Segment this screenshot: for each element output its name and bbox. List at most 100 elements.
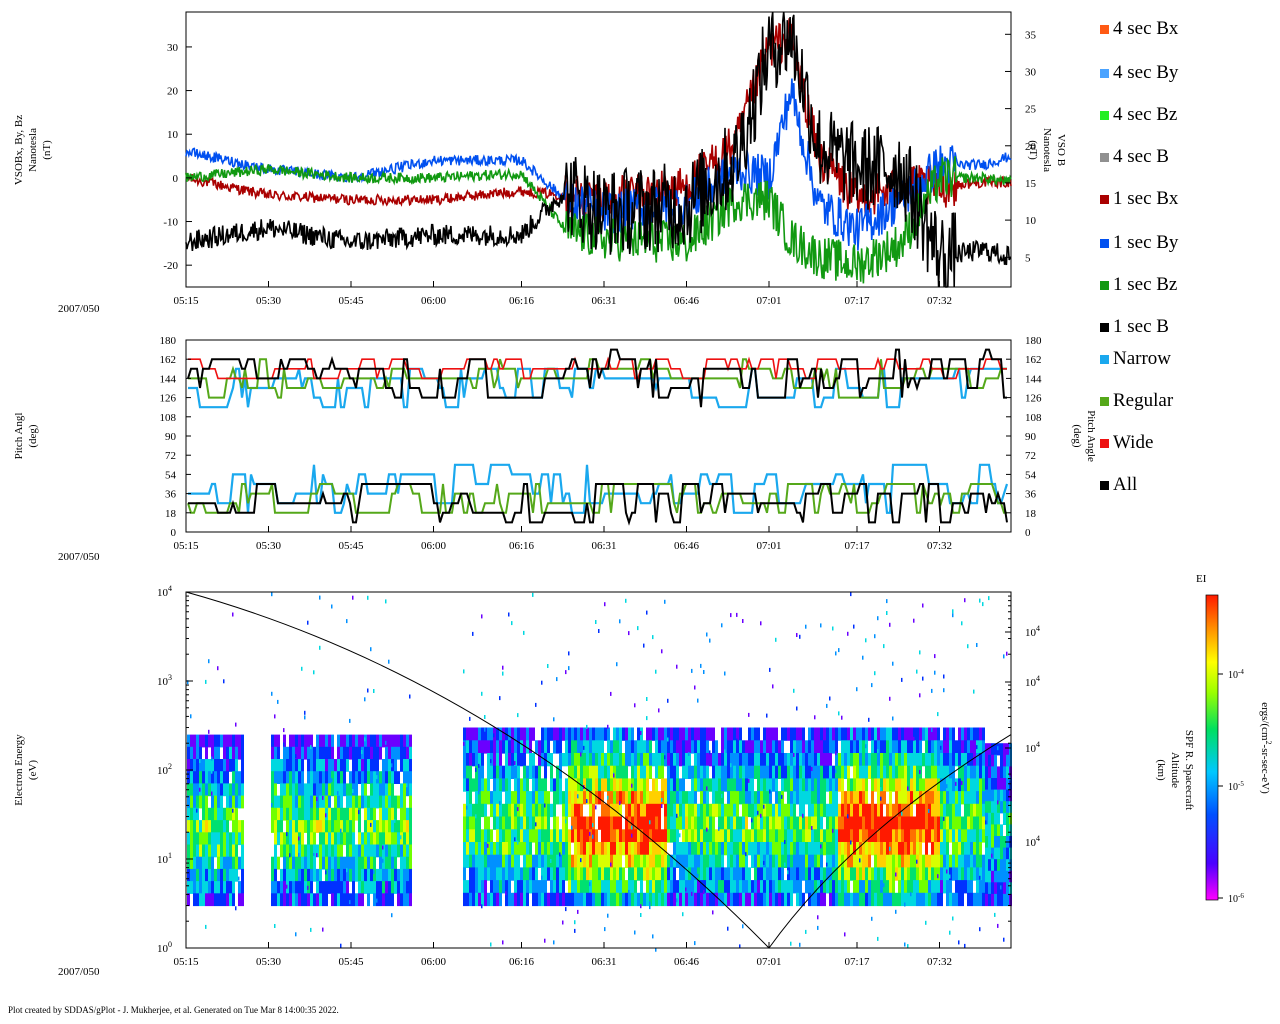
spectrogram-cell	[796, 753, 799, 767]
spectrogram-cell	[943, 854, 946, 868]
panel3-ylabel-line2: (eV)	[27, 760, 39, 780]
spectrogram-speckle	[232, 612, 234, 617]
spectrogram-speckle	[937, 712, 939, 717]
spectrogram-cell	[940, 854, 943, 868]
spectrogram-speckle	[274, 924, 276, 928]
spectrogram-cell	[823, 740, 826, 754]
spectrogram-speckle	[652, 635, 654, 640]
spectrogram-cell	[298, 893, 301, 907]
spectrogram-cell	[793, 842, 796, 856]
spectrogram-speckle	[931, 688, 933, 693]
spectrogram-cell	[517, 765, 520, 779]
spectrogram-cell	[844, 740, 847, 754]
spectrogram-cell	[199, 881, 202, 894]
spectrogram-cell	[667, 740, 670, 754]
spectrogram-cell	[241, 868, 244, 882]
spectrogram-cell	[187, 746, 190, 760]
spectrogram-cell	[922, 867, 925, 881]
spectrogram-cell	[850, 854, 853, 868]
spectrogram-cell	[214, 832, 217, 846]
spectrogram-cell	[322, 844, 325, 858]
spectrogram-cell	[967, 816, 970, 830]
spectrogram-cell	[964, 753, 967, 767]
spectrogram-cell	[289, 893, 292, 907]
spectrogram-cell	[682, 867, 685, 881]
spectrogram-cell	[736, 803, 739, 818]
spectrogram-cell	[781, 880, 784, 894]
spectrogram-cell	[970, 867, 973, 881]
spectrogram-cell	[367, 832, 370, 846]
spectrogram-cell	[310, 820, 313, 833]
spectrogram-cell	[664, 778, 667, 792]
spectrogram-cell	[316, 881, 319, 894]
spectrogram-cell	[475, 816, 478, 830]
spectrogram-cell	[484, 791, 487, 805]
spectrogram-cell	[313, 759, 316, 772]
spectrogram-cell	[505, 880, 508, 894]
spectrogram-cell	[340, 734, 343, 748]
spectrogram-cell	[637, 727, 640, 741]
spectrogram-cell	[970, 892, 973, 907]
spectrogram-cell	[766, 867, 769, 881]
spectrogram-cell	[595, 842, 598, 856]
spectrogram-speckle	[799, 942, 801, 947]
spectrogram-cell	[928, 854, 931, 868]
spectrogram-cell	[886, 867, 889, 881]
spectrogram-cell	[598, 740, 601, 754]
spectrogram-cell	[523, 892, 526, 907]
spectrogram-cell	[490, 803, 493, 818]
spectrogram-cell	[484, 880, 487, 894]
spectrogram-cell	[280, 881, 283, 894]
spectrogram-cell	[241, 746, 244, 760]
spectrogram-cell	[529, 854, 532, 868]
spectrogram-cell	[913, 740, 916, 754]
spectrogram-cell	[283, 734, 286, 748]
spectrogram-cell	[409, 820, 412, 833]
spectrogram-cell	[616, 803, 619, 818]
spectrogram-cell	[316, 893, 319, 907]
spectrogram-cell	[796, 740, 799, 754]
spectrogram-cell	[871, 727, 874, 741]
spectrogram-cell	[874, 727, 877, 741]
spectrogram-cell	[511, 791, 514, 805]
spectrogram-cell	[307, 820, 310, 833]
spectrogram-cell	[499, 867, 502, 881]
spectrogram-speckle	[850, 840, 852, 845]
spectrogram-cell	[928, 778, 931, 792]
spectrogram-speckle	[979, 598, 981, 603]
spectrogram-cell	[904, 816, 907, 830]
spectrogram-cell	[307, 795, 310, 809]
spectrogram-cell	[277, 881, 280, 894]
spectrogram-cell	[865, 867, 868, 881]
spectrogram-cell	[661, 854, 664, 868]
spectrogram-cell	[574, 778, 577, 792]
spectrogram-cell	[892, 778, 895, 792]
spectrogram-cell	[868, 803, 871, 818]
spectrogram-cell	[316, 820, 319, 833]
spectrogram-cell	[961, 829, 964, 843]
spectrogram-cell	[229, 807, 232, 821]
spectrogram-cell	[310, 868, 313, 882]
spectrogram-cell	[565, 803, 568, 818]
spectrogram-speckle	[589, 831, 591, 836]
spectrogram-cell	[868, 880, 871, 894]
spectrogram-cell	[478, 880, 481, 894]
spectrogram-cell	[493, 854, 496, 868]
spectrogram-cell	[334, 881, 337, 894]
spectrogram-cell	[964, 803, 967, 818]
spectrogram-cell	[979, 842, 982, 856]
spectrogram-cell	[583, 892, 586, 907]
spectrogram-cell	[196, 832, 199, 846]
spectrogram-cell	[967, 778, 970, 792]
spectrogram-cell	[673, 892, 676, 907]
spectrogram-cell	[910, 765, 913, 779]
spectrogram-cell	[235, 807, 238, 821]
spectrogram-cell	[712, 880, 715, 894]
spectrogram-cell	[679, 892, 682, 907]
spectrogram-cell	[907, 765, 910, 779]
spectrogram-speckle	[358, 810, 360, 815]
spectrogram-cell	[844, 854, 847, 868]
spectrogram-cell	[928, 829, 931, 843]
panel1-ytick-label: -10	[163, 217, 178, 229]
